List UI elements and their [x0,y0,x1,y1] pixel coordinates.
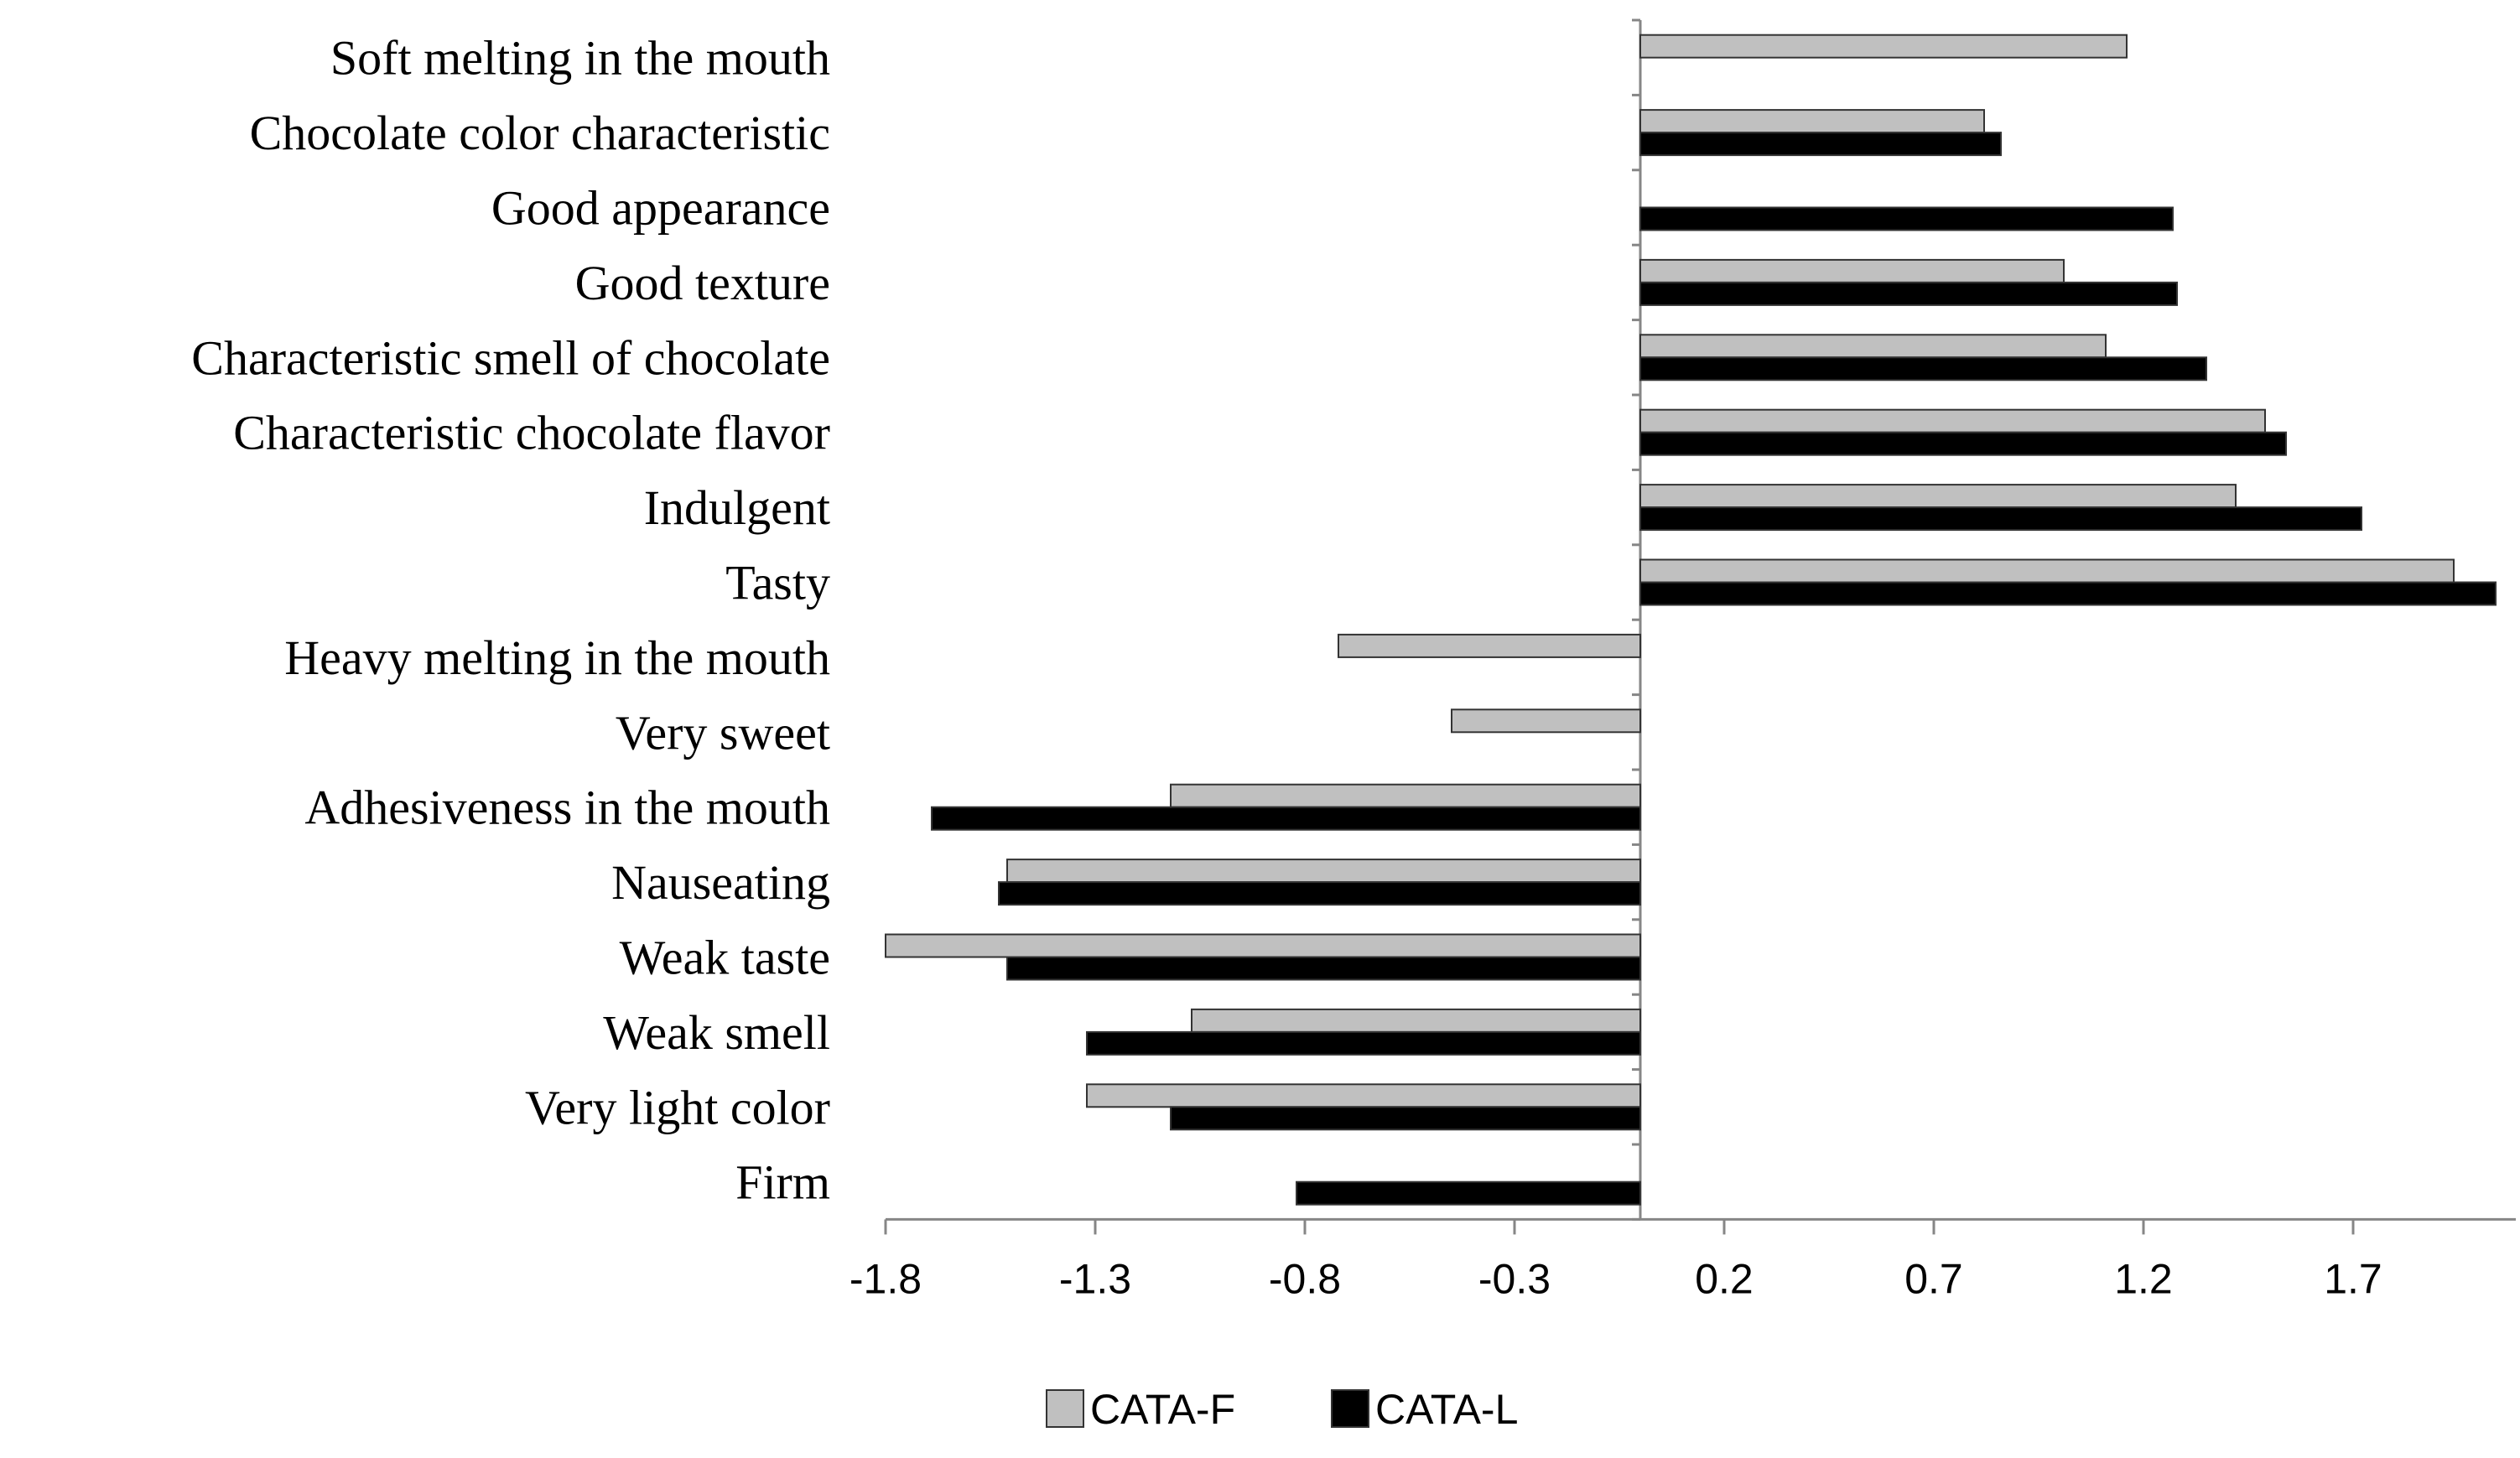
category-label: Very sweet [616,705,830,760]
legend: CATA-F CATA-L [1046,1386,1518,1433]
bar-cata-f [1086,1083,1641,1108]
x-tick-label: 0.7 [1904,1255,1963,1302]
bar-cata-f [1006,859,1641,884]
category-label: Characteristic chocolate flavor [233,406,830,460]
legend-swatch-cata-l [1331,1389,1369,1428]
category-label: Nauseating [611,855,830,910]
bar-cata-l [1296,1180,1641,1206]
category-label: Weak smell [603,1005,830,1060]
x-tick-label: -0.3 [1478,1255,1551,1302]
x-axis-ticks: -1.8 -1.3 -0.8 -0.3 0.2 0.7 1.2 1.7 [850,1219,2382,1302]
category-label: Chocolate color characteristic [250,106,830,160]
bar-cata-f [1639,34,2128,59]
bar-cata-f [1170,783,1641,808]
x-tick-label: 0.2 [1695,1255,1754,1302]
bar-cata-l [1639,206,2174,231]
bar-cata-f [1639,408,2266,433]
bar-cata-f [1451,708,1641,734]
bar-cata-f [885,933,1641,958]
bar-cata-l [931,806,1641,831]
bars-layer [885,34,2497,1206]
x-tick-label: -1.8 [850,1255,922,1302]
category-labels: Soft melting in the mouth Chocolate color… [191,31,830,1210]
bar-cata-f [1338,633,1641,658]
bar-cata-f [1639,558,2455,584]
bar-cata-l [1086,1030,1641,1056]
bar-cata-f [1639,109,1985,134]
category-label: Adhesiveness in the mouth [304,781,830,835]
bar-cata-l [1006,956,1641,981]
bar-cata-f [1639,258,2065,283]
category-label: Indulgent [644,480,830,535]
bar-cata-l [1170,1106,1641,1131]
category-label: Good texture [575,256,830,310]
bar-cata-l [1639,506,2362,532]
bar-cata-l [1639,431,2287,456]
legend-label-cata-l: CATA-L [1375,1386,1518,1433]
bar-cata-l [1639,132,2002,157]
x-tick-label: -1.3 [1059,1255,1131,1302]
bar-cata-l [1639,356,2207,381]
x-tick-label: 1.2 [2114,1255,2173,1302]
bar-cata-f [1639,334,2107,359]
bar-cata-f [1191,1008,1641,1033]
bar-cata-l [1639,281,2178,306]
legend-swatch-cata-f [1046,1389,1084,1428]
x-tick-label: -0.8 [1269,1255,1341,1302]
category-label: Firm [735,1155,830,1210]
category-label: Soft melting in the mouth [330,31,830,86]
bar-cata-l [998,881,1641,906]
category-label: Good appearance [491,181,830,236]
category-label: Heavy melting in the mouth [284,630,830,685]
category-label: Characteristic smell of chocolate [191,330,830,385]
x-tick-label: 1.7 [2324,1255,2382,1302]
bar-cata-f [1639,484,2237,509]
bar-cata-l [1639,581,2497,606]
category-label: Tasty [725,556,830,610]
legend-label-cata-f: CATA-F [1090,1386,1235,1433]
category-label: Weak taste [620,931,830,985]
category-label: Very light color [525,1080,830,1134]
